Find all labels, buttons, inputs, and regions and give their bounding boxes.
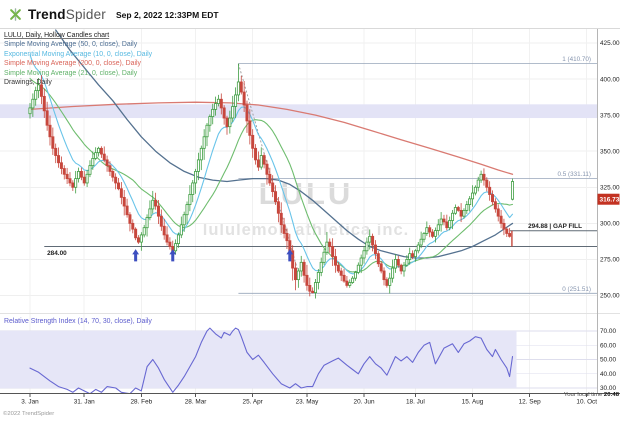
legend-item-4[interactable]: Simple Moving Average (21, 0, close), Da… [4, 69, 138, 77]
rsi-band [0, 331, 517, 388]
price-axis-label: 275.00 [600, 257, 620, 264]
x-axis-label: 28. Feb [131, 399, 153, 406]
x-axis-label: 25. Apr [243, 399, 264, 406]
price-axis-label: 250.00 [600, 293, 620, 300]
legend-item-0[interactable]: LULU, Daily, Hollow Candles chart [4, 32, 110, 39]
signal-arrow[interactable] [286, 249, 294, 262]
local-time-label: Your local time [563, 392, 603, 398]
gap-fill-label: 294.88 | GAP FILL [528, 223, 582, 230]
brand-trend: Trend [28, 6, 66, 22]
brand-spider: Spider [65, 6, 106, 22]
trendspider-logo-icon [10, 7, 21, 21]
chart-timestamp: Sep 2, 2022 12:33PM EDT [116, 10, 219, 20]
chart-legend: LULU, Daily, Hollow Candles chart Simple … [4, 31, 152, 87]
legend-item-1[interactable]: Simple Moving Average (50, 0, close), Da… [4, 41, 138, 49]
rsi-legend[interactable]: Relative Strength Index (14, 70, 30, clo… [4, 318, 152, 325]
brand-wordmark: TrendSpider [28, 7, 106, 22]
fib-retracement[interactable]: 1 (410.70) 0.5 (331.11) 0 (251.51) [238, 56, 597, 294]
ema10-line[interactable] [29, 54, 514, 275]
x-axis-label: 12. Sep [519, 399, 541, 406]
candles-layer[interactable] [28, 63, 514, 299]
rsi-axis-label: 50.00 [600, 357, 616, 364]
local-time-value: 20:48 [603, 392, 619, 398]
watermark-company: lululemon athletica inc. [202, 221, 410, 239]
local-time: Your local time 20:48 [564, 392, 619, 398]
x-axis-label: 18. Jul [406, 399, 425, 406]
fib-label: 0 (251.51) [562, 286, 591, 293]
price-badge [597, 193, 620, 205]
legend-item-5[interactable]: Drawings, Daily [4, 79, 52, 87]
sma200-line[interactable] [29, 101, 514, 175]
rsi-axis-label: 60.00 [600, 342, 616, 349]
support-line-label: 284.00 [47, 250, 67, 257]
price-axis-label: 425.00 [600, 40, 620, 47]
rsi-axis-label: 70.00 [600, 328, 616, 335]
x-axis-label: 15. Aug [462, 399, 484, 406]
x-axis-label: 10. Oct [576, 399, 597, 406]
price-axis-label: 300.00 [600, 221, 620, 228]
legend-item-2[interactable]: Exponential Moving Average (10, 0, close… [4, 50, 153, 58]
x-axis-label: 23. May [296, 399, 320, 406]
rsi-line[interactable] [29, 327, 514, 394]
fib-label: 0.5 (331.11) [558, 171, 592, 178]
fib-label: 1 (410.70) [562, 56, 591, 63]
signal-arrow[interactable] [169, 249, 177, 262]
price-axis-label: 375.00 [600, 112, 620, 119]
rsi-pane[interactable] [29, 327, 514, 394]
rsi-axis-label: 30.00 [600, 385, 616, 392]
x-axis-label: 31. Jan [74, 399, 95, 406]
price-axis-label: 350.00 [600, 148, 620, 155]
sma50-line[interactable] [55, 29, 514, 259]
x-axis-label: 20. Jun [354, 399, 375, 406]
signal-arrow[interactable] [132, 249, 140, 262]
axes[interactable]: 3. Jan 31. Jan 28. Feb 28. Mar 25. Apr 23. Ma… [0, 28, 620, 406]
price-badge-value: 316.73 [600, 197, 620, 204]
x-axis-label: 28. Mar [185, 399, 208, 406]
copyright: ©2022 TrendSpider [3, 411, 55, 417]
x-axis-label: 3. Jan [21, 399, 39, 406]
legend-item-3[interactable]: Simple Moving Average (200, 0, close), D… [4, 60, 141, 68]
rsi-axis-label: 40.00 [600, 371, 616, 378]
price-axis-label: 325.00 [600, 184, 620, 191]
price-axis-label: 400.00 [600, 76, 620, 83]
app-header: TrendSpider Sep 2, 2022 12:33PM EDT [0, 0, 620, 29]
